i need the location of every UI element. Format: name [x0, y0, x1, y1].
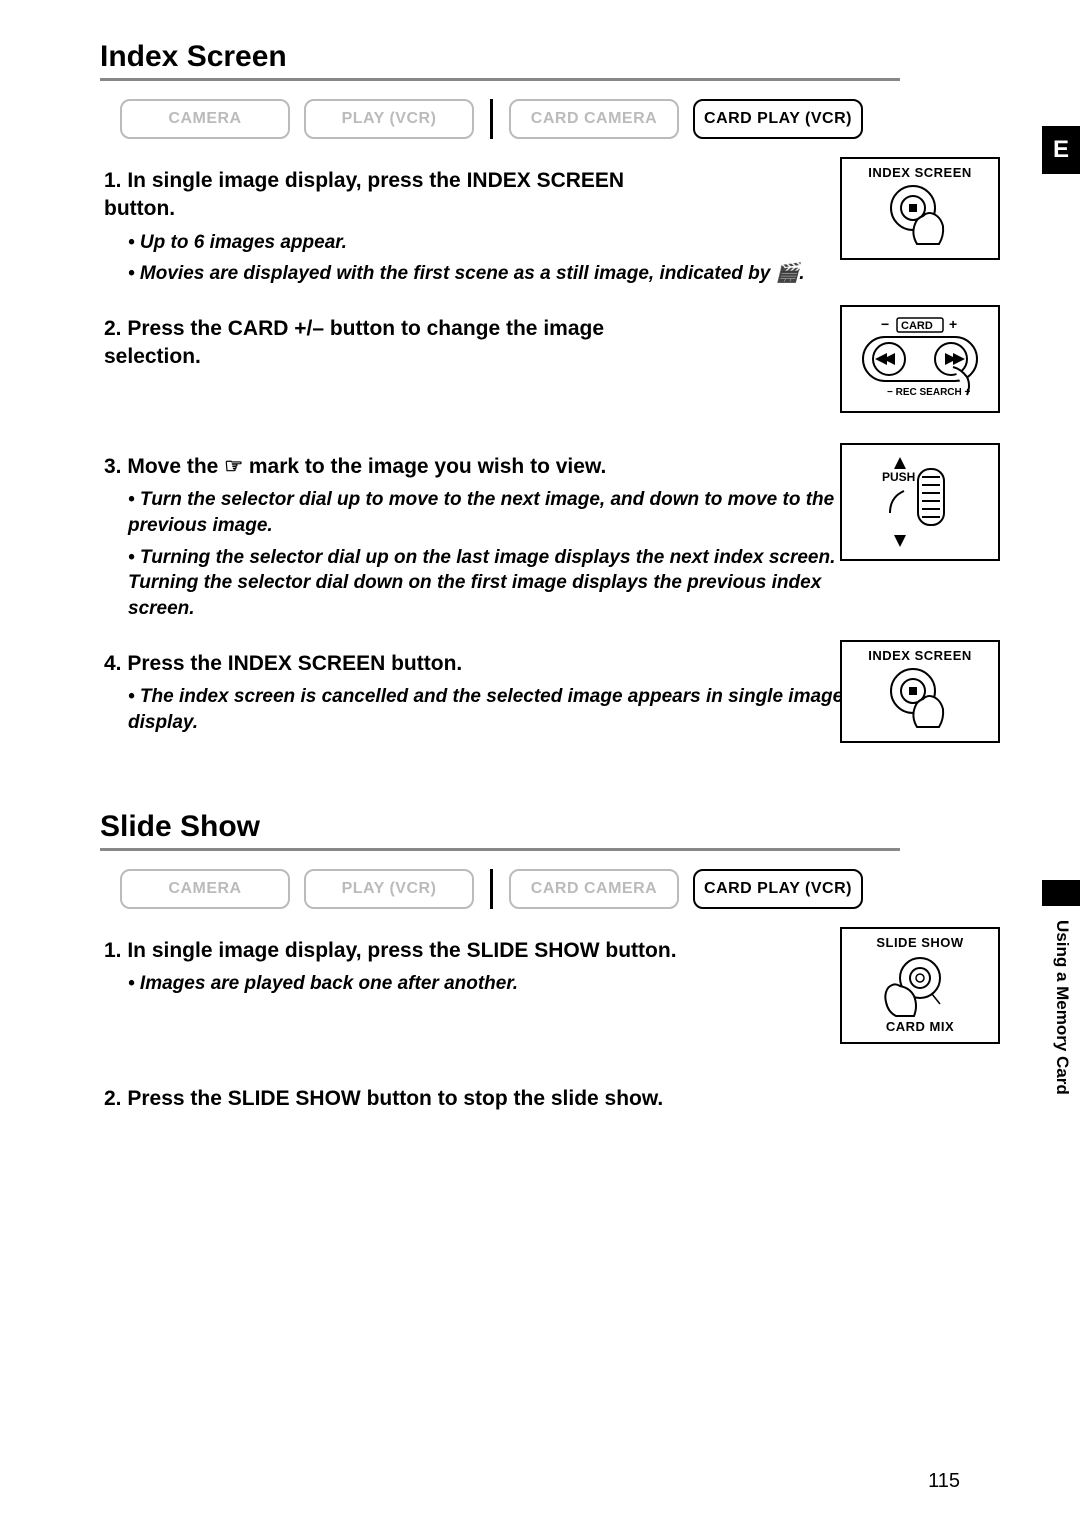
- step-sub: • Up to 6 images appear.: [128, 230, 888, 256]
- step-sub: • Movies are displayed with the first sc…: [128, 261, 888, 287]
- step-head: 1. In single image display, press the IN…: [104, 167, 694, 224]
- step-sub: • Turn the selector dial up to move to t…: [128, 487, 888, 538]
- illus-selector-dial: PUSH: [840, 443, 1000, 561]
- step-head: 1. In single image display, press the SL…: [104, 937, 694, 965]
- mode-card-camera: CARD CAMERA: [509, 99, 679, 139]
- press-button-icon: [875, 180, 965, 250]
- svg-text:+: +: [949, 316, 957, 332]
- step-sub: • The index screen is cancelled and the …: [128, 684, 888, 735]
- illus-card-buttons: − CARD + − REC SEARCH +: [840, 305, 1000, 413]
- mode-play-vcr: PLAY (VCR): [304, 99, 474, 139]
- section-title-slideshow: Slide Show: [100, 810, 900, 851]
- step-head: 3. Move the ☞ mark to the image you wish…: [104, 453, 694, 481]
- illus-index-screen: INDEX SCREEN: [840, 157, 1000, 260]
- step-2: 2. Press the CARD +/– button to change t…: [104, 315, 900, 425]
- chapter-tab: [1042, 880, 1080, 906]
- step-head: 4. Press the INDEX SCREEN button.: [104, 650, 694, 678]
- step-4: 4. Press the INDEX SCREEN button. • The …: [104, 650, 900, 760]
- step-head: 2. Press the SLIDE SHOW button to stop t…: [104, 1085, 694, 1113]
- illus-label: INDEX SCREEN: [868, 165, 972, 180]
- mode-card-camera: CARD CAMERA: [509, 869, 679, 909]
- mode-card-play-vcr: CARD PLAY (VCR): [693, 99, 863, 139]
- mode-separator: [490, 869, 493, 909]
- step-sub: • Turning the selector dial up on the la…: [128, 545, 888, 622]
- mode-row-2: CAMERA PLAY (VCR) CARD CAMERA CARD PLAY …: [120, 869, 900, 909]
- language-tab: E: [1042, 126, 1080, 174]
- step-s2: 2. Press the SLIDE SHOW button to stop t…: [104, 1085, 900, 1113]
- press-button-icon: [875, 663, 965, 733]
- mode-camera: CAMERA: [120, 99, 290, 139]
- mode-row: CAMERA PLAY (VCR) CARD CAMERA CARD PLAY …: [120, 99, 900, 139]
- svg-text:− REC SEARCH +: − REC SEARCH +: [887, 387, 971, 398]
- step-3: 3. Move the ☞ mark to the image you wish…: [104, 453, 900, 622]
- illus-label: SLIDE SHOW: [876, 935, 963, 950]
- step-sub: • Images are played back one after anoth…: [128, 971, 888, 997]
- svg-text:PUSH: PUSH: [882, 470, 915, 484]
- svg-text:CARD: CARD: [901, 320, 933, 332]
- illus-slide-show: SLIDE SHOW CARD MIX: [840, 927, 1000, 1044]
- mode-card-play-vcr: CARD PLAY (VCR): [693, 869, 863, 909]
- step-head: 2. Press the CARD +/– button to change t…: [104, 315, 694, 372]
- chapter-name: Using a Memory Card: [1052, 920, 1072, 1095]
- press-button-icon: [870, 950, 970, 1020]
- step-s1: 1. In single image display, press the SL…: [104, 937, 900, 1057]
- mode-play-vcr: PLAY (VCR): [304, 869, 474, 909]
- mode-separator: [490, 99, 493, 139]
- illus-index-screen-2: INDEX SCREEN: [840, 640, 1000, 743]
- selector-dial-icon: PUSH: [860, 451, 980, 551]
- step-1: 1. In single image display, press the IN…: [104, 167, 900, 287]
- mode-camera: CAMERA: [120, 869, 290, 909]
- illus-label: INDEX SCREEN: [868, 648, 972, 663]
- svg-text:−: −: [881, 316, 889, 332]
- section-title-index: Index Screen: [100, 40, 900, 81]
- page-number: 115: [928, 1470, 960, 1493]
- illus-label-bottom: CARD MIX: [886, 1020, 954, 1034]
- card-plus-minus-icon: − CARD + − REC SEARCH +: [845, 315, 995, 403]
